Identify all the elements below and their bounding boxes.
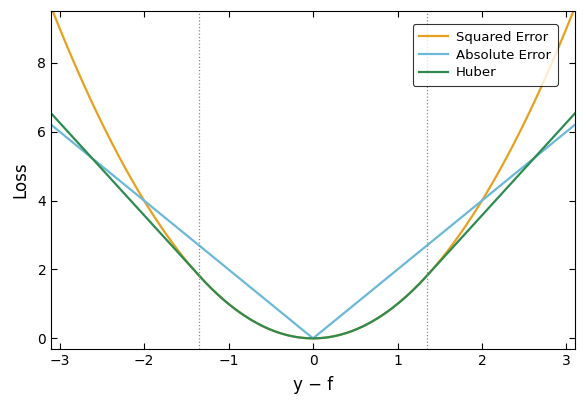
Huber	[47, 111, 54, 116]
Absolute Error	[460, 213, 467, 218]
Huber	[460, 233, 467, 238]
Squared Error	[571, 5, 578, 10]
X-axis label: y − f: y − f	[293, 376, 333, 394]
Squared Error	[556, 42, 563, 47]
Absolute Error	[74, 144, 81, 149]
Y-axis label: Loss: Loss	[11, 162, 29, 198]
Huber	[556, 128, 563, 132]
Squared Error	[302, 336, 309, 341]
Squared Error	[557, 42, 564, 47]
Huber	[302, 336, 309, 341]
Absolute Error	[47, 122, 54, 127]
Squared Error	[74, 69, 81, 74]
Absolute Error	[309, 336, 316, 341]
Squared Error	[288, 334, 295, 339]
Huber	[557, 127, 564, 132]
Absolute Error	[288, 319, 295, 324]
Line: Huber: Huber	[51, 113, 575, 338]
Absolute Error	[302, 330, 309, 335]
Legend: Squared Error, Absolute Error, Huber: Squared Error, Absolute Error, Huber	[413, 24, 558, 86]
Absolute Error	[557, 134, 564, 139]
Squared Error	[460, 226, 467, 231]
Huber	[74, 140, 81, 145]
Huber	[288, 334, 295, 339]
Line: Absolute Error: Absolute Error	[51, 125, 575, 338]
Absolute Error	[556, 135, 563, 140]
Squared Error	[309, 336, 316, 341]
Absolute Error	[571, 122, 578, 127]
Squared Error	[47, 5, 54, 10]
Line: Squared Error: Squared Error	[51, 7, 575, 338]
Huber	[571, 111, 578, 116]
Huber	[309, 336, 316, 341]
